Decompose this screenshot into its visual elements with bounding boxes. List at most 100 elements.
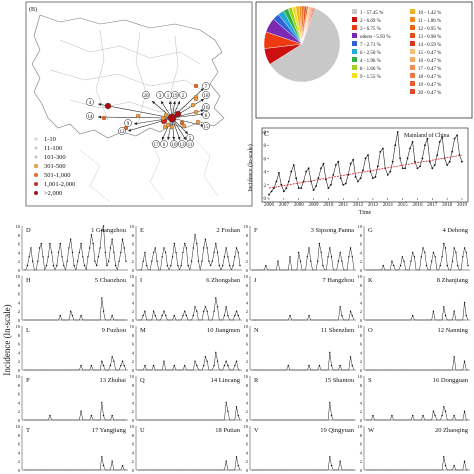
panel-point bbox=[111, 356, 113, 358]
city-number-label: 18 bbox=[204, 94, 210, 99]
map-arrowhead bbox=[177, 101, 181, 105]
panel-ytick-label: 4 bbox=[246, 400, 249, 405]
panel-ytick-label: 8 bbox=[18, 233, 21, 238]
panel-c-point bbox=[406, 157, 409, 160]
map-arrowhead bbox=[161, 101, 164, 105]
panel-ytick-label: 2 bbox=[246, 459, 248, 464]
panel-point bbox=[120, 364, 122, 367]
panel-point bbox=[156, 260, 158, 262]
city-number-label: 19 bbox=[173, 94, 179, 99]
panel-ytick-label: 8 bbox=[246, 433, 249, 438]
panel-series-line bbox=[252, 352, 355, 371]
panel-ytick-label: 4 bbox=[18, 400, 21, 405]
pie-legend-label: 2 - 6.69 % bbox=[360, 19, 381, 24]
panel-point bbox=[341, 260, 343, 262]
map-legend-swatch bbox=[33, 181, 39, 187]
city-number-label: 8 bbox=[205, 114, 208, 119]
panel-ytick-label: 2 bbox=[360, 309, 362, 314]
panel-point bbox=[154, 247, 156, 249]
panel-c-xtick-label: 2017 bbox=[427, 203, 438, 208]
panel-c: C Mainland of China Incidence (ln-scale)… bbox=[247, 127, 469, 216]
panel-c-point bbox=[409, 147, 411, 150]
panel-c-point bbox=[320, 167, 322, 170]
panel-c-point bbox=[275, 180, 278, 183]
panel-c-point bbox=[379, 150, 382, 153]
map-arrow bbox=[171, 117, 205, 127]
panel-point bbox=[68, 247, 70, 249]
panel-point bbox=[382, 264, 384, 267]
panel-ytick-label: 4 bbox=[132, 300, 135, 305]
panel-point bbox=[232, 264, 234, 267]
panel-c-point bbox=[280, 183, 283, 186]
panel-point bbox=[185, 314, 188, 317]
panel-c-point bbox=[451, 150, 453, 153]
panel-c-point bbox=[364, 157, 367, 160]
panel-point bbox=[161, 314, 163, 317]
panel-ytick-label: 4 bbox=[360, 300, 363, 305]
panel-point bbox=[465, 251, 467, 254]
panel-c-point bbox=[315, 185, 317, 188]
panel-ytick-label: 6 bbox=[18, 292, 21, 297]
city-marker bbox=[193, 83, 199, 89]
map-legend-swatch bbox=[33, 190, 39, 196]
panel-c-point bbox=[322, 162, 325, 165]
panel-point bbox=[102, 464, 105, 467]
panel-point bbox=[463, 301, 466, 304]
panel-point bbox=[453, 247, 455, 249]
panel-c-point bbox=[342, 183, 345, 186]
panel-ytick-label: 0 bbox=[360, 418, 363, 423]
pie-legend-label: 17 - 0.47 % bbox=[418, 67, 441, 72]
panel-ytick-label: 4 bbox=[246, 300, 249, 305]
panel-point bbox=[444, 314, 447, 317]
panel-title: 16 Dongguan bbox=[433, 377, 469, 384]
panel-title: 19 Qingyuan bbox=[320, 427, 355, 434]
panel-point bbox=[208, 260, 210, 262]
panel-point bbox=[463, 410, 466, 412]
map-legend-label: >2,000 bbox=[44, 190, 62, 197]
panel-ytick-label: 4 bbox=[360, 400, 363, 405]
panel-point bbox=[69, 238, 72, 240]
pie-legend-swatch bbox=[410, 17, 415, 22]
small-multiples-grid: 0 2 4 6 8 10 D 1 Guangzhou 0 2 4 6 8 10 E 2 Foshan 0 2 4 6 8… bbox=[16, 224, 470, 473]
panel-ytick-label: 8 bbox=[360, 233, 363, 238]
panel-c-point bbox=[292, 164, 295, 166]
panel-point bbox=[152, 310, 155, 312]
panel-point bbox=[61, 256, 63, 258]
map-arrow bbox=[97, 116, 173, 119]
panel-c-point bbox=[423, 144, 426, 147]
panel-point bbox=[121, 238, 124, 240]
panel-ytick-label: 0 bbox=[18, 368, 21, 373]
pie-legend-swatch bbox=[352, 33, 357, 38]
panel-letter: F bbox=[254, 227, 258, 234]
panel-ytick-label: 6 bbox=[132, 442, 135, 447]
city-number-label: 1 bbox=[167, 94, 170, 99]
map-legend-label: 11-100 bbox=[44, 145, 62, 152]
panel-c-xtick-label: 2008 bbox=[294, 203, 305, 208]
china-border bbox=[31, 14, 225, 139]
panel-point bbox=[310, 260, 312, 262]
panel-point bbox=[94, 260, 96, 262]
panel-series-line bbox=[138, 352, 240, 371]
panel-letter: O bbox=[368, 327, 373, 334]
coast-line bbox=[79, 149, 111, 203]
map-arrowhead bbox=[172, 136, 176, 140]
panel-point bbox=[173, 242, 176, 245]
small-multiple-panel: 0 2 4 6 8 10 H 5 Chaozhou bbox=[16, 274, 128, 323]
panel-point bbox=[411, 314, 414, 317]
panel-point bbox=[403, 260, 405, 262]
panel-ytick-label: 8 bbox=[132, 433, 135, 438]
pie-panel: 1 - 57.45 % 10 - 1.42 % 2 - 6.69 % 11 - 1.0… bbox=[255, 1, 473, 119]
panel-series-line bbox=[24, 402, 126, 421]
panel-point bbox=[215, 242, 217, 245]
panel-c-point bbox=[317, 177, 320, 180]
panel-c-xtick-label: 2007 bbox=[279, 203, 290, 208]
pie-legend-label: 15 - 0.47 % bbox=[418, 51, 441, 56]
panel-point bbox=[432, 251, 435, 254]
panel-point bbox=[113, 251, 115, 254]
city-number-label: 5 bbox=[189, 137, 192, 142]
panel-point bbox=[49, 242, 51, 245]
panel-point bbox=[108, 260, 110, 262]
panel-c-point bbox=[436, 154, 439, 157]
panel-point bbox=[196, 242, 198, 245]
panel-c-point bbox=[290, 170, 293, 173]
